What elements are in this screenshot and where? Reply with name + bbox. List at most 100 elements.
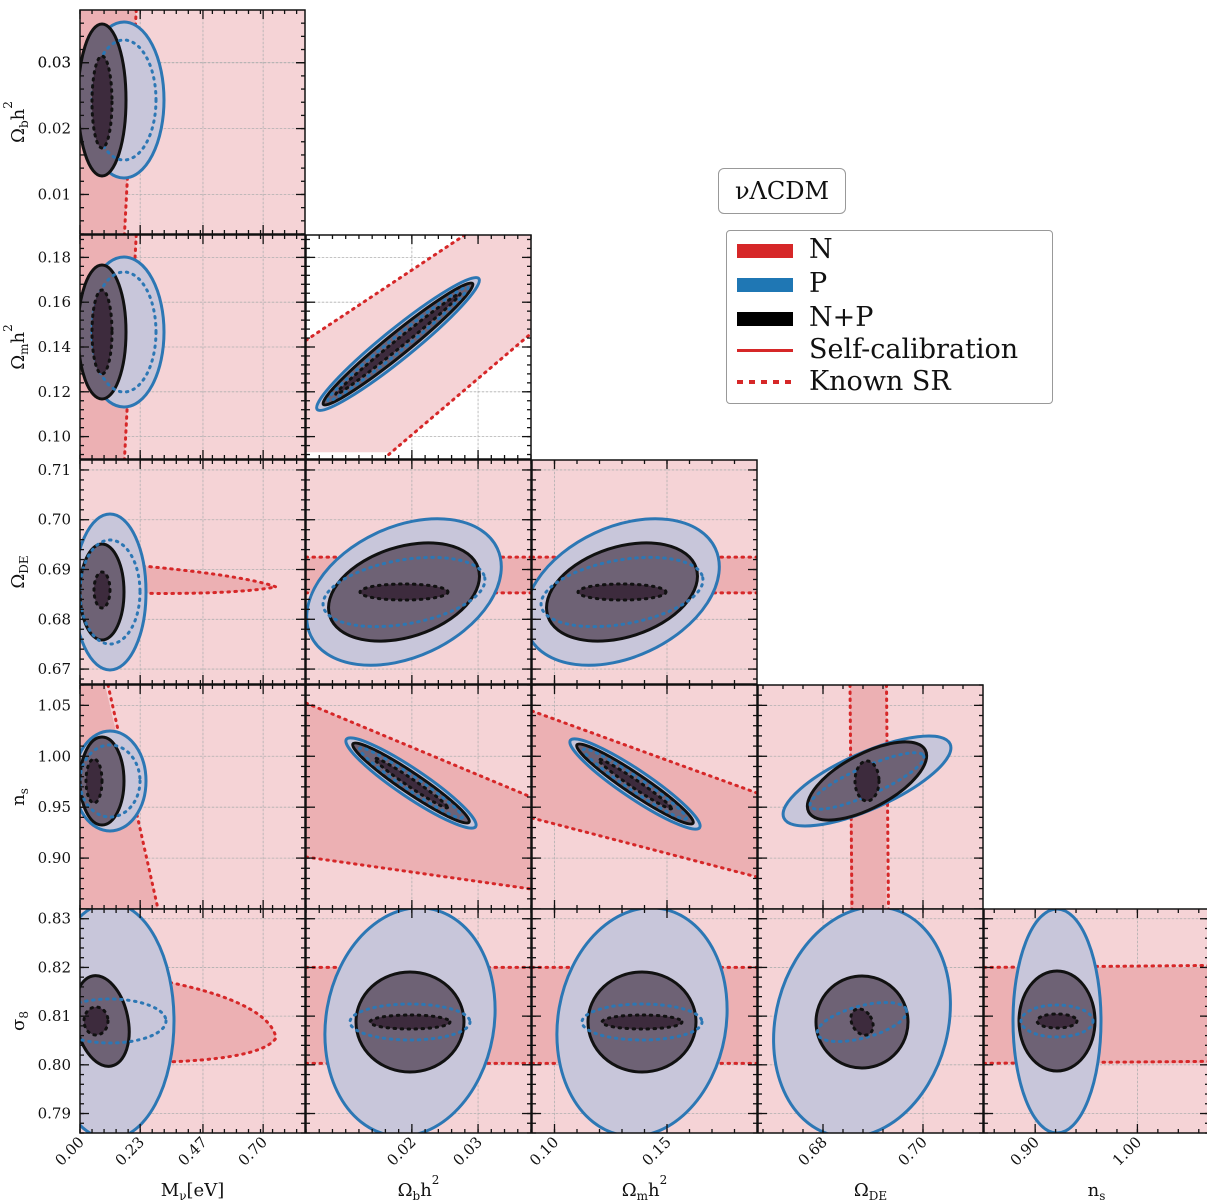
p-selfcal-ellipse (568, 737, 702, 831)
panel-Mnu-Obh2 (79, 9, 306, 235)
panel-Mnu-ns (79, 684, 306, 910)
x-tick-label: 0.90 (1007, 1133, 1043, 1169)
y-axis-label-s8: σ8 (8, 1011, 31, 1031)
legend-entry-selfcal: Self-calibration (727, 335, 1052, 365)
np-knownsr-ellipse (600, 1013, 684, 1031)
p-selfcal-ellipse (315, 276, 481, 412)
y-tick-label: 0.90 (38, 849, 71, 867)
x-tick-label: 0.10 (526, 1133, 562, 1169)
x-tick-label: 0.70 (235, 1133, 271, 1169)
y-tick-label: 0.67 (38, 660, 71, 678)
p-knownsr-ellipse (357, 746, 465, 820)
y-axis-label-Omh2: Ωmh2 (1, 324, 31, 370)
y-tick-label: 0.10 (38, 428, 71, 446)
p-selfcal-ellipse (772, 909, 952, 1133)
panel-Omh2-ns (531, 684, 758, 910)
np-knownsr-ellipse (849, 1007, 875, 1037)
x-axis-label-ODE: ΩDE (854, 1180, 887, 1203)
y-tick-label: 0.14 (38, 338, 71, 356)
panel-Omh2-s8 (531, 908, 758, 1134)
x-axis-label-Omh2: Ωmh2 (622, 1173, 668, 1203)
p-knownsr-ellipse (321, 555, 487, 629)
y-tick-label: 0.16 (38, 293, 71, 311)
x-tick-label: 0.70 (894, 1133, 930, 1169)
p-selfcal-ellipse (323, 909, 497, 1133)
np-knownsr-ellipse (853, 759, 881, 803)
panel-Mnu-Omh2 (79, 234, 306, 460)
legend-line-knownsr (737, 380, 793, 384)
x-tick-label: 0.23 (112, 1133, 148, 1169)
x-axis-label-Mnu: Mν[eV] (161, 1180, 224, 1203)
p-selfcal-ellipse (344, 736, 478, 830)
p-knownsr-ellipse (581, 747, 689, 821)
panel-Mnu-ODE (79, 459, 306, 685)
n-knownsr-edge-lower (306, 855, 531, 891)
np-knownsr-ellipse (84, 757, 104, 805)
y-axis-label-Obh2: Ωbh2 (1, 101, 31, 143)
np-knownsr-ellipse (90, 288, 114, 376)
legend-label-p: P (809, 268, 828, 299)
panel-Obh2-ODE (305, 459, 532, 685)
legend-line-selfcal (737, 349, 793, 352)
panel-Obh2-ns (305, 684, 532, 910)
p-knownsr-ellipse (80, 743, 142, 819)
y-tick-label: 0.83 (38, 910, 71, 928)
panel-frame (305, 459, 532, 685)
y-tick-label: 0.71 (38, 461, 71, 479)
y-tick-label: 0.82 (38, 958, 71, 976)
p-knownsr-ellipse (1019, 1003, 1095, 1039)
p-knownsr-ellipse (539, 555, 705, 629)
y-tick-label: 0.03 (38, 54, 71, 72)
np-knownsr-ellipse (334, 292, 462, 396)
x-axis-label-ns: ns (1088, 1180, 1106, 1203)
y-tick-label: 0.12 (38, 383, 71, 401)
p-selfcal-ellipse (532, 517, 721, 667)
legend-label-np: N+P (809, 302, 874, 333)
np-knownsr-ellipse (90, 54, 114, 150)
p-selfcal-ellipse (1011, 909, 1103, 1133)
legend-label-n: N (809, 234, 833, 265)
legend-entry-np: N+P (727, 303, 1052, 333)
y-tick-label: 0.01 (38, 185, 71, 203)
np-knownsr-ellipse (82, 1005, 110, 1037)
legend-entry-knownsr: Known SR (727, 367, 1052, 397)
panel-ODE-s8 (757, 908, 984, 1134)
x-tick-label: 1.00 (1109, 1133, 1145, 1169)
y-tick-label: 0.68 (38, 610, 71, 628)
x-axis-label-Obh2: Ωbh2 (398, 1173, 440, 1203)
panel-Obh2-s8 (305, 908, 532, 1134)
np-knownsr-ellipse (576, 582, 668, 602)
p-selfcal-ellipse (306, 517, 503, 667)
panel-frame (305, 908, 532, 1134)
panel-ODE-ns (757, 684, 984, 910)
x-tick-label: 0.68 (794, 1133, 830, 1169)
np-knownsr-ellipse (372, 756, 450, 810)
n-knownsr-edge-upper (306, 235, 468, 342)
legend: N P N+P Self-calibration Known SR (726, 230, 1053, 404)
legend-swatch-np (737, 312, 793, 326)
np-knownsr-ellipse (368, 1013, 452, 1031)
p-knownsr-ellipse (815, 1000, 909, 1044)
x-tick-label: 0.15 (638, 1133, 674, 1169)
y-tick-label: 0.70 (38, 511, 71, 529)
y-tick-label: 0.95 (38, 798, 71, 816)
panel-frame (79, 459, 306, 685)
panel-ns-s8 (983, 908, 1207, 1134)
x-tick-label: 0.02 (383, 1133, 419, 1169)
np-knownsr-ellipse (596, 757, 674, 811)
y-axis-label-ns: ns (8, 788, 31, 806)
np-knownsr-ellipse (92, 570, 112, 610)
panel-Mnu-s8 (79, 908, 306, 1134)
p-selfcal-ellipse (80, 909, 176, 1133)
y-tick-label: 1.00 (38, 747, 71, 765)
y-tick-label: 0.03 (38, 54, 71, 72)
panel-frame (757, 908, 984, 1134)
y-tick-label: 0.02 (38, 120, 71, 138)
legend-entry-n: N (727, 235, 1052, 265)
p-knownsr-ellipse (80, 538, 142, 646)
legend-label-selfcal: Self-calibration (809, 334, 1019, 365)
x-tick-label: 0.03 (450, 1133, 486, 1169)
panel-Omh2-ODE (531, 459, 758, 685)
legend-swatch-n (737, 244, 793, 258)
